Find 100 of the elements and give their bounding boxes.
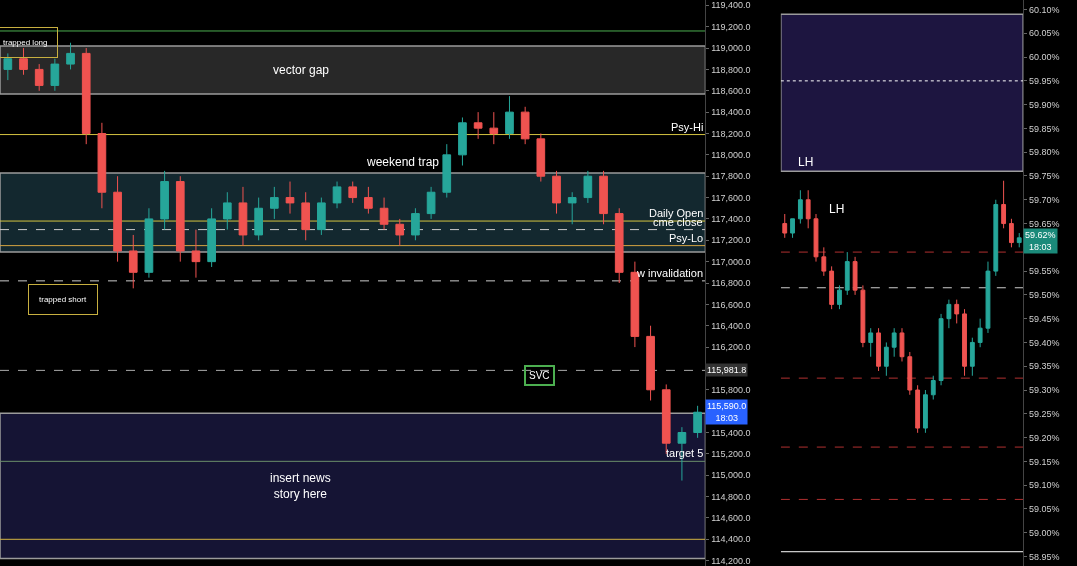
candlestick: [34, 63, 44, 92]
band-label: insert news story here: [270, 471, 331, 501]
candlestick: [191, 229, 201, 279]
ref-line-label: Psy-Hi: [671, 121, 704, 133]
y-tick-label: 59.85%: [1028, 123, 1060, 134]
y-tick-label: 119,400.0: [711, 0, 751, 11]
y-tick-label: 115,200.0: [711, 449, 751, 460]
candlestick: [583, 170, 593, 204]
y-tick-label: 117,800.0: [711, 171, 751, 182]
y-tick-label: 59.95%: [1028, 76, 1060, 87]
y-tick-label: 59.90%: [1028, 99, 1060, 110]
y-tick-label: 59.65%: [1028, 218, 1060, 229]
candlestick: [489, 111, 499, 145]
candlestick: [238, 186, 248, 247]
candlestick: [891, 327, 897, 358]
candlestick: [207, 207, 216, 268]
y-tick-label: 118,200.0: [711, 128, 751, 139]
candlestick: [270, 186, 279, 220]
y-tick-label: 117,400.0: [711, 214, 751, 225]
candlestick: [285, 181, 295, 215]
candlestick: [505, 95, 514, 140]
y-tick-label: 59.75%: [1028, 171, 1060, 182]
y-tick-label: 114,800.0: [711, 491, 751, 502]
candlestick: [379, 197, 389, 231]
y-tick-label: 118,400.0: [711, 107, 751, 118]
candlestick: [829, 265, 835, 310]
y-tick-label: 59.50%: [1028, 290, 1060, 301]
candlestick: [301, 191, 311, 241]
candlestick: [954, 299, 960, 324]
y-tick-label: 115,000.0: [711, 470, 751, 481]
candlestick: [552, 170, 561, 215]
annotation: SVC: [529, 370, 550, 381]
candlestick: [930, 375, 936, 401]
candlestick: [985, 261, 991, 334]
candlestick: [254, 197, 263, 241]
candlestick: [837, 284, 842, 310]
candlestick: [693, 405, 702, 439]
ref-line-label: w invalidation: [636, 267, 704, 279]
y-tick-label: 117,000.0: [711, 256, 751, 267]
candlestick: [520, 106, 530, 145]
candlestick: [860, 284, 866, 348]
y-tick-label: 58.95%: [1028, 551, 1060, 562]
candlestick: [907, 351, 913, 396]
candlestick: [813, 213, 819, 263]
y-tick-label: 119,200.0: [711, 21, 751, 32]
candlestick: [876, 327, 881, 372]
annotation: LH: [829, 202, 845, 216]
y-tick-label: 119,000.0: [711, 43, 751, 54]
candlestick: [962, 308, 967, 377]
y-tick-label: 117,600.0: [711, 192, 751, 203]
y-tick-label: 115,400.0: [711, 427, 751, 438]
y-tick-label: 59.15%: [1028, 456, 1060, 467]
candlestick: [969, 337, 975, 377]
y-tick-label: 59.70%: [1028, 194, 1060, 205]
candlestick: [113, 175, 122, 263]
y-tick-label: 59.45%: [1028, 313, 1060, 324]
annotation: LH: [798, 155, 814, 169]
annotation: 115,981.8: [707, 365, 747, 375]
text: 59.62% 18:03: [1025, 230, 1056, 252]
candlestick: [332, 181, 342, 209]
y-tick-label: 60.00%: [1028, 52, 1060, 63]
y-tick-label: 59.35%: [1028, 361, 1060, 372]
candlestick: [66, 42, 75, 70]
candlestick: [915, 384, 921, 434]
candlestick: [50, 58, 60, 92]
candlestick: [317, 197, 326, 236]
y-tick-label: 59.40%: [1028, 337, 1060, 348]
candlestick: [946, 299, 952, 329]
candlestick: [938, 313, 944, 386]
candlestick: [222, 191, 232, 231]
y-tick-label: 59.55%: [1028, 266, 1060, 277]
candlestick: [797, 189, 803, 225]
candlestick: [844, 251, 850, 296]
candlestick: [993, 199, 999, 277]
y-tick-label: 59.80%: [1028, 147, 1060, 158]
y-tick-label: 118,000.0: [711, 150, 751, 160]
candlestick: [868, 327, 874, 358]
candlestick: [19, 47, 28, 76]
y-tick-label: 114,600.0: [711, 513, 751, 524]
y-tick-label: 59.00%: [1028, 527, 1060, 538]
candlestick: [442, 143, 452, 199]
candlestick: [567, 191, 577, 225]
ref-line-label: target 5: [666, 447, 704, 459]
candlestick: [175, 175, 185, 263]
y-tick-label: 115,800.0: [711, 384, 751, 395]
band-label: vector gap: [273, 63, 330, 77]
y-tick-label: 117,200.0: [711, 235, 751, 246]
y-tick-label: 59.30%: [1028, 385, 1060, 396]
candlestick: [97, 122, 107, 209]
annotation: trapped long: [3, 38, 48, 47]
candlestick: [411, 207, 420, 241]
candlestick: [646, 325, 655, 401]
y-tick-label: 60.10%: [1028, 4, 1060, 15]
candlestick: [536, 132, 546, 183]
candlestick: [977, 318, 983, 348]
candlestick: [128, 234, 138, 289]
y-tick-label: 59.25%: [1028, 408, 1060, 419]
candlestick: [923, 389, 928, 434]
candlestick: [160, 170, 169, 231]
candlestick: [614, 207, 624, 284]
